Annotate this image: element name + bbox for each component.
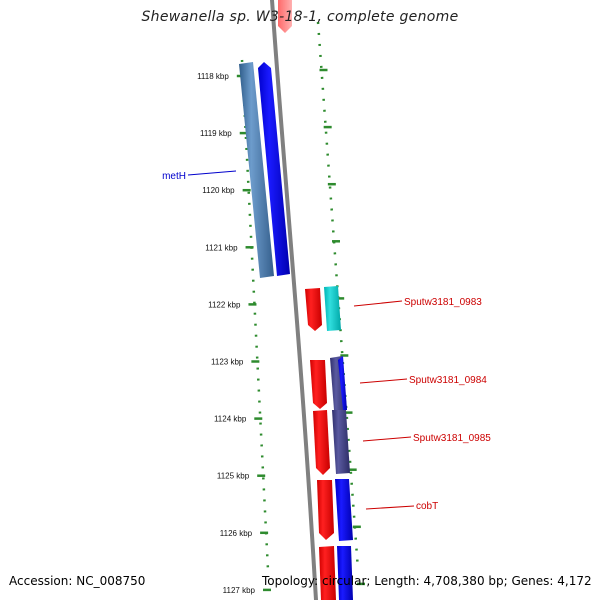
label-Sputw3181-0983[interactable]: Sputw3181_0983 <box>404 297 482 308</box>
gene-Sputw3181-0984-blue <box>338 356 347 410</box>
topology-text: Topology: circular; Length: 4,708,380 bp… <box>262 574 592 588</box>
genome-backbone <box>270 0 318 600</box>
gene-Sputw3181-0985 <box>332 410 350 474</box>
partial-gene-top <box>278 0 292 33</box>
coordinate-ticks: 1118 kbp 1119 kbp 1120 kbp 1121 kbp 1122 kbp… <box>197 68 366 595</box>
tick-label: 1124 kbp <box>214 415 247 424</box>
leader-cobT <box>365 505 415 510</box>
tick-label: 1119 kbp <box>200 129 232 138</box>
tick-label: 1118 kbp <box>197 72 229 81</box>
gene-red-0985 <box>313 410 330 475</box>
genome-title: Shewanella sp. W3-18-1, complete genome <box>141 9 459 25</box>
leader-0984 <box>359 378 408 384</box>
label-Sputw3181-0985[interactable]: Sputw3181_0985 <box>413 433 491 444</box>
tick-label: 1123 kbp <box>211 358 244 367</box>
gene-cobT <box>335 479 353 541</box>
leader-0983 <box>353 300 403 307</box>
label-metH[interactable]: metH <box>162 171 186 182</box>
gene-metH <box>258 62 290 276</box>
accession-text: Accession: NC_008750 <box>9 574 146 588</box>
label-cobT[interactable]: cobT <box>416 501 438 512</box>
tick-label: 1125 kbp <box>217 472 250 481</box>
leader-0985 <box>362 436 412 442</box>
label-Sputw3181-0984[interactable]: Sputw3181_0984 <box>409 375 487 386</box>
tick-label: 1122 kbp <box>208 300 241 309</box>
gene-steel-blue <box>239 62 274 278</box>
gene-red-cobT <box>317 480 334 540</box>
tick-label: 1126 kbp <box>220 529 253 538</box>
gene-Sputw3181-0983 <box>324 286 341 331</box>
gene-red-bottom <box>319 546 336 600</box>
leader-metH <box>187 170 237 176</box>
gene-red-0983 <box>305 288 322 331</box>
tick-label: 1120 kbp <box>202 186 235 195</box>
tick-label: 1127 kbp <box>223 586 256 595</box>
gene-blue-bottom <box>337 546 353 600</box>
tick-label: 1121 kbp <box>205 243 238 252</box>
gene-red-0984 <box>310 360 327 409</box>
